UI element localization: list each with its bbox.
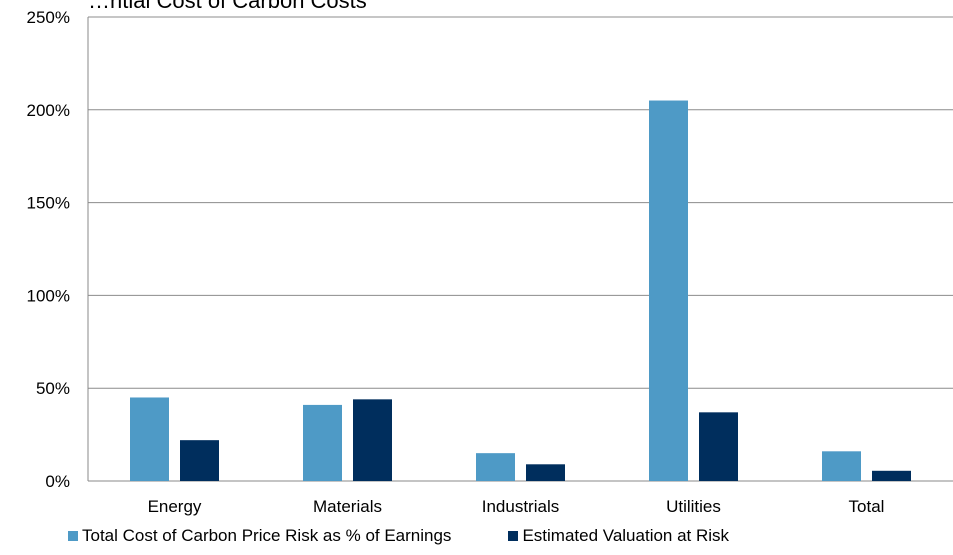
bar-chart: 0% 50% 100% 150% 200% 250% Energy Materials Indu… bbox=[27, 8, 953, 516]
legend-item-earnings: Total Cost of Carbon Price Risk as % of … bbox=[68, 526, 451, 546]
bar bbox=[130, 397, 169, 481]
bar bbox=[526, 464, 565, 481]
legend-swatch-earnings bbox=[68, 531, 78, 541]
legend-swatch-valuation bbox=[508, 531, 519, 541]
legend-label-valuation: Estimated Valuation at Risk bbox=[522, 526, 730, 545]
x-tick-label: Utilities bbox=[666, 497, 721, 516]
legend-item-valuation: Estimated Valuation at Risk bbox=[508, 526, 729, 546]
x-tick-label: Materials bbox=[313, 497, 382, 516]
bar bbox=[872, 470, 911, 481]
bar bbox=[649, 100, 688, 482]
y-tick-label: 250% bbox=[27, 8, 70, 27]
y-tick-label: 50% bbox=[36, 379, 70, 398]
y-tick-label: 200% bbox=[27, 101, 70, 120]
legend-label-earnings: Total Cost of Carbon Price Risk as % of … bbox=[82, 526, 452, 545]
bar bbox=[303, 404, 342, 481]
chart-title: …ntial Cost of Carbon Costs bbox=[88, 0, 367, 13]
bar bbox=[699, 412, 738, 481]
y-tick-label: 0% bbox=[45, 472, 70, 491]
bar bbox=[822, 451, 861, 481]
x-tick-label: Industrials bbox=[482, 497, 559, 516]
bar bbox=[180, 440, 219, 481]
bar bbox=[353, 399, 392, 481]
legend: Total Cost of Carbon Price Risk as % of … bbox=[68, 526, 729, 546]
y-tick-label: 150% bbox=[27, 194, 70, 213]
x-tick-label: Energy bbox=[148, 497, 202, 516]
y-tick-label: 100% bbox=[27, 286, 70, 305]
x-tick-label: Total bbox=[849, 497, 885, 516]
bar bbox=[476, 453, 515, 481]
